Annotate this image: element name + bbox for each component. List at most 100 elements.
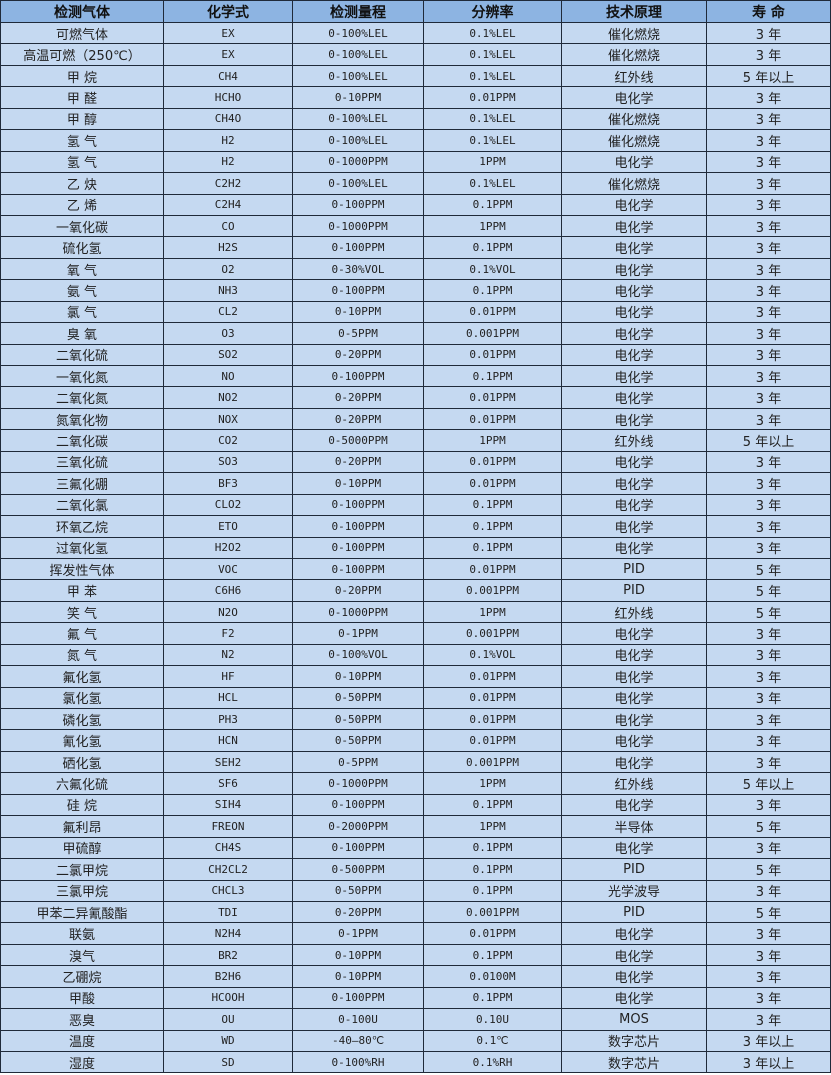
table-row: 氨 气 NH3 0-100PPM 0.1PPM 电化学 3 年 — [0, 279, 831, 302]
range-cell: 0-20PPM — [292, 407, 424, 431]
gas-cell: 二氧化氮 — [0, 386, 164, 409]
resolution-cell: 0.01PPM — [423, 386, 562, 409]
range-cell: 0-10PPM — [292, 300, 424, 324]
range-cell: 0-100PPM — [292, 515, 424, 538]
gas-cell: 联氨 — [0, 922, 164, 945]
lifespan-cell: 3 年 — [706, 879, 831, 902]
table-row: 二氧化碳 CO2 0-5000PPM 1PPM 红外线 5 年以上 — [0, 429, 831, 452]
formula-cell: OU — [163, 1008, 293, 1031]
range-cell: 0-5000PPM — [292, 429, 424, 452]
range-cell: 0-1000PPM — [292, 600, 424, 624]
table-row: 甲 苯 C6H6 0-20PPM 0.001PPM PID 5 年 — [0, 579, 831, 602]
lifespan-cell: 3 年 — [706, 1008, 831, 1031]
lifespan-cell: 3 年 — [706, 407, 831, 431]
lifespan-cell: 3 年 — [706, 472, 831, 495]
header-lifespan: 寿 命 — [706, 0, 831, 23]
formula-cell: O3 — [163, 322, 293, 345]
range-cell: 0-2000PPM — [292, 815, 424, 838]
table-row: 二氧化氮 NO2 0-20PPM 0.01PPM 电化学 3 年 — [0, 386, 831, 409]
range-cell: 0-1000PPM — [292, 772, 424, 795]
table-row: 乙 炔 C2H2 0-100%LEL 0.1%LEL 催化燃烧 3 年 — [0, 172, 831, 195]
range-cell: 0-1PPM — [292, 922, 424, 945]
principle-cell: MOS — [561, 1008, 707, 1031]
lifespan-cell: 3 年 — [706, 750, 831, 774]
gas-cell: 甲 苯 — [0, 579, 164, 602]
principle-cell: 数字芯片 — [561, 1050, 707, 1074]
table-row: 挥发性气体 VOC 0-100PPM 0.01PPM PID 5 年 — [0, 557, 831, 581]
formula-cell: SO3 — [163, 450, 293, 474]
formula-cell: BF3 — [163, 472, 293, 495]
range-cell: 0-20PPM — [292, 900, 424, 924]
range-cell: 0-100%LEL — [292, 172, 424, 195]
principle-cell: 电化学 — [561, 364, 707, 388]
range-cell: 0-5PPM — [292, 322, 424, 345]
resolution-cell: 0.1PPM — [423, 943, 562, 967]
gas-cell: 三氯甲烷 — [0, 879, 164, 902]
range-cell: 0-500PPM — [292, 858, 424, 881]
gas-cell: 溴气 — [0, 943, 164, 967]
range-cell: 0-100PPM — [292, 836, 424, 860]
formula-cell: WD — [163, 1029, 293, 1053]
formula-cell: ETO — [163, 515, 293, 538]
lifespan-cell: 5 年以上 — [706, 429, 831, 452]
range-cell: 0-10PPM — [292, 665, 424, 688]
formula-cell: CL2 — [163, 300, 293, 324]
range-cell: 0-1PPM — [292, 622, 424, 645]
gas-cell: 二氧化硫 — [0, 343, 164, 367]
resolution-cell: 0.1PPM — [423, 536, 562, 559]
lifespan-cell: 3 年 — [706, 665, 831, 688]
formula-cell: NH3 — [163, 279, 293, 302]
principle-cell: 电化学 — [561, 257, 707, 281]
resolution-cell: 0.01PPM — [423, 407, 562, 431]
gas-cell: 挥发性气体 — [0, 557, 164, 581]
lifespan-cell: 5 年 — [706, 579, 831, 602]
principle-cell: PID — [561, 579, 707, 602]
table-row: 氮氧化物 NOX 0-20PPM 0.01PPM 电化学 3 年 — [0, 407, 831, 431]
formula-cell: SEH2 — [163, 750, 293, 774]
resolution-cell: 0.001PPM — [423, 750, 562, 774]
principle-cell: 催化燃烧 — [561, 172, 707, 195]
range-cell: 0-1000PPM — [292, 150, 424, 174]
resolution-cell: 0.1%VOL — [423, 643, 562, 667]
table-row: 甲酸 HCOOH 0-100PPM 0.1PPM 电化学 3 年 — [0, 986, 831, 1010]
resolution-cell: 0.01PPM — [423, 450, 562, 474]
resolution-cell: 0.001PPM — [423, 322, 562, 345]
formula-cell: H2 — [163, 129, 293, 152]
table-row: 环氧乙烷 ETO 0-100PPM 0.1PPM 电化学 3 年 — [0, 515, 831, 538]
principle-cell: 电化学 — [561, 836, 707, 860]
range-cell: 0-5PPM — [292, 750, 424, 774]
formula-cell: EX — [163, 21, 293, 45]
formula-cell: VOC — [163, 557, 293, 581]
table-row: 可燃气体 EX 0-100%LEL 0.1%LEL 催化燃烧 3 年 — [0, 21, 831, 45]
resolution-cell: 0.1PPM — [423, 793, 562, 817]
lifespan-cell: 3 年 — [706, 986, 831, 1010]
range-cell: 0-10PPM — [292, 86, 424, 109]
range-cell: 0-10PPM — [292, 943, 424, 967]
principle-cell: PID — [561, 557, 707, 581]
header-principle: 技术原理 — [561, 0, 707, 23]
lifespan-cell: 3 年 — [706, 172, 831, 195]
principle-cell: 电化学 — [561, 643, 707, 667]
table-row: 氰化氢 HCN 0-50PPM 0.01PPM 电化学 3 年 — [0, 729, 831, 752]
range-cell: 0-1000PPM — [292, 214, 424, 238]
resolution-cell: 0.001PPM — [423, 622, 562, 645]
lifespan-cell: 3 年 — [706, 686, 831, 710]
formula-cell: CO2 — [163, 429, 293, 452]
lifespan-cell: 5 年 — [706, 557, 831, 581]
formula-cell: EX — [163, 43, 293, 66]
lifespan-cell: 3 年 — [706, 257, 831, 281]
lifespan-cell: 3 年 — [706, 729, 831, 752]
lifespan-cell: 3 年以上 — [706, 1050, 831, 1074]
range-cell: 0-100PPM — [292, 557, 424, 581]
principle-cell: 电化学 — [561, 386, 707, 409]
resolution-cell: 0.1%LEL — [423, 43, 562, 66]
principle-cell: 红外线 — [561, 429, 707, 452]
table-row: 甲 醇 CH4O 0-100%LEL 0.1%LEL 催化燃烧 3 年 — [0, 107, 831, 131]
resolution-cell: 0.01PPM — [423, 343, 562, 367]
lifespan-cell: 3 年 — [706, 279, 831, 302]
lifespan-cell: 3 年 — [706, 450, 831, 474]
principle-cell: 电化学 — [561, 943, 707, 967]
lifespan-cell: 3 年 — [706, 943, 831, 967]
principle-cell: 电化学 — [561, 686, 707, 710]
